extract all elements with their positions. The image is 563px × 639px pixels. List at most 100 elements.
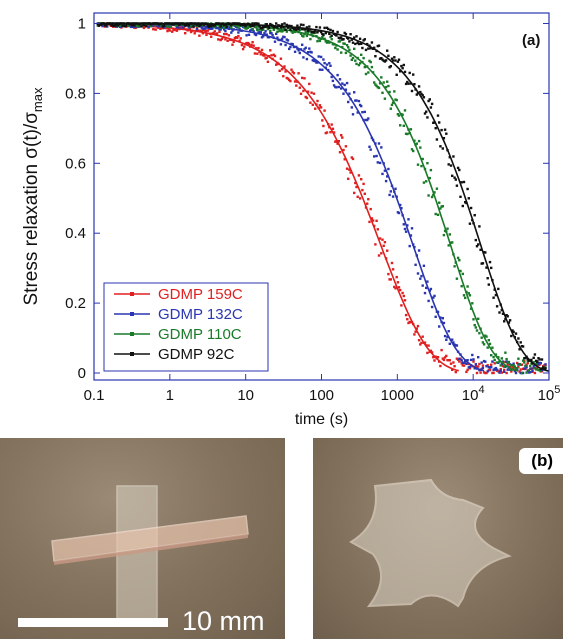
y-tick-label: 0.6 xyxy=(65,155,86,172)
data-point xyxy=(391,195,395,198)
data-point xyxy=(362,118,365,122)
data-point xyxy=(495,361,499,364)
data-point xyxy=(421,94,424,97)
data-point xyxy=(165,26,168,30)
data-point xyxy=(367,117,370,120)
data-point xyxy=(485,371,488,375)
data-point xyxy=(403,299,407,302)
data-point xyxy=(350,106,353,109)
data-point xyxy=(436,213,440,216)
data-point xyxy=(503,320,506,323)
data-point xyxy=(314,59,317,63)
data-point xyxy=(445,132,448,135)
data-point xyxy=(409,234,413,237)
data-point xyxy=(448,359,451,362)
data-point xyxy=(335,34,338,37)
data-point xyxy=(181,26,185,29)
data-point xyxy=(539,367,542,371)
data-point xyxy=(491,360,494,363)
legend-label: GDMP 92C xyxy=(158,346,235,363)
data-point xyxy=(293,50,297,53)
data-point xyxy=(520,371,524,375)
legend-item: GDMP 159C xyxy=(114,286,243,303)
data-point xyxy=(475,367,479,370)
data-point xyxy=(239,37,242,40)
data-point xyxy=(283,22,286,25)
data-point xyxy=(284,70,287,73)
data-point xyxy=(451,241,454,244)
data-point xyxy=(175,29,179,32)
data-point xyxy=(482,251,486,254)
data-point xyxy=(293,30,297,34)
data-point xyxy=(500,308,503,312)
data-point xyxy=(465,362,468,366)
data-point xyxy=(328,32,331,35)
data-point xyxy=(534,362,538,366)
data-point xyxy=(475,245,479,248)
data-point xyxy=(247,33,251,36)
data-point xyxy=(376,161,379,164)
data-point xyxy=(217,38,220,41)
data-point xyxy=(429,168,433,172)
data-point xyxy=(225,32,228,36)
data-point xyxy=(416,163,420,166)
data-point xyxy=(505,360,508,363)
data-point xyxy=(486,370,489,373)
data-point xyxy=(462,294,466,297)
data-point xyxy=(399,288,402,292)
data-point xyxy=(468,365,472,369)
data-point xyxy=(438,201,441,204)
data-point xyxy=(408,71,411,75)
data-point xyxy=(453,265,456,268)
data-point xyxy=(422,96,426,99)
data-point xyxy=(321,36,324,39)
data-point xyxy=(538,358,541,361)
data-point xyxy=(451,338,454,341)
data-point xyxy=(397,114,401,117)
data-point xyxy=(194,29,197,33)
data-point xyxy=(425,180,428,183)
data-point xyxy=(536,360,539,364)
data-point xyxy=(370,65,374,69)
data-point xyxy=(344,145,348,148)
data-point xyxy=(245,41,248,45)
y-tick-label: 0.8 xyxy=(65,85,86,102)
data-point xyxy=(518,348,521,351)
data-point xyxy=(265,23,268,26)
data-point xyxy=(299,48,303,51)
data-point xyxy=(206,24,209,27)
data-point xyxy=(310,33,313,36)
data-point xyxy=(100,23,103,26)
data-point xyxy=(273,25,277,28)
data-point xyxy=(440,320,443,324)
data-point xyxy=(154,28,157,31)
data-point xyxy=(513,335,516,339)
data-point xyxy=(412,149,415,153)
data-point xyxy=(223,32,226,36)
data-point xyxy=(393,285,396,289)
data-point xyxy=(493,362,496,365)
data-point xyxy=(441,317,444,320)
data-point xyxy=(384,59,388,62)
data-point xyxy=(340,36,343,39)
data-point xyxy=(388,278,391,281)
data-point xyxy=(348,92,351,95)
data-point xyxy=(335,44,338,47)
data-point xyxy=(400,207,403,210)
series-layer xyxy=(96,22,550,375)
data-point xyxy=(498,371,501,374)
data-point xyxy=(402,63,405,67)
data-point xyxy=(384,85,388,89)
data-point xyxy=(510,370,513,373)
data-point xyxy=(168,29,172,32)
data-point xyxy=(417,249,421,252)
data-point xyxy=(295,84,298,87)
data-point xyxy=(407,82,410,85)
data-point xyxy=(421,157,424,161)
data-point xyxy=(120,22,123,25)
legend-label: GDMP 159C xyxy=(158,286,243,303)
data-point xyxy=(133,24,136,27)
data-point xyxy=(417,339,421,342)
data-point xyxy=(454,370,457,374)
data-point xyxy=(337,85,340,89)
